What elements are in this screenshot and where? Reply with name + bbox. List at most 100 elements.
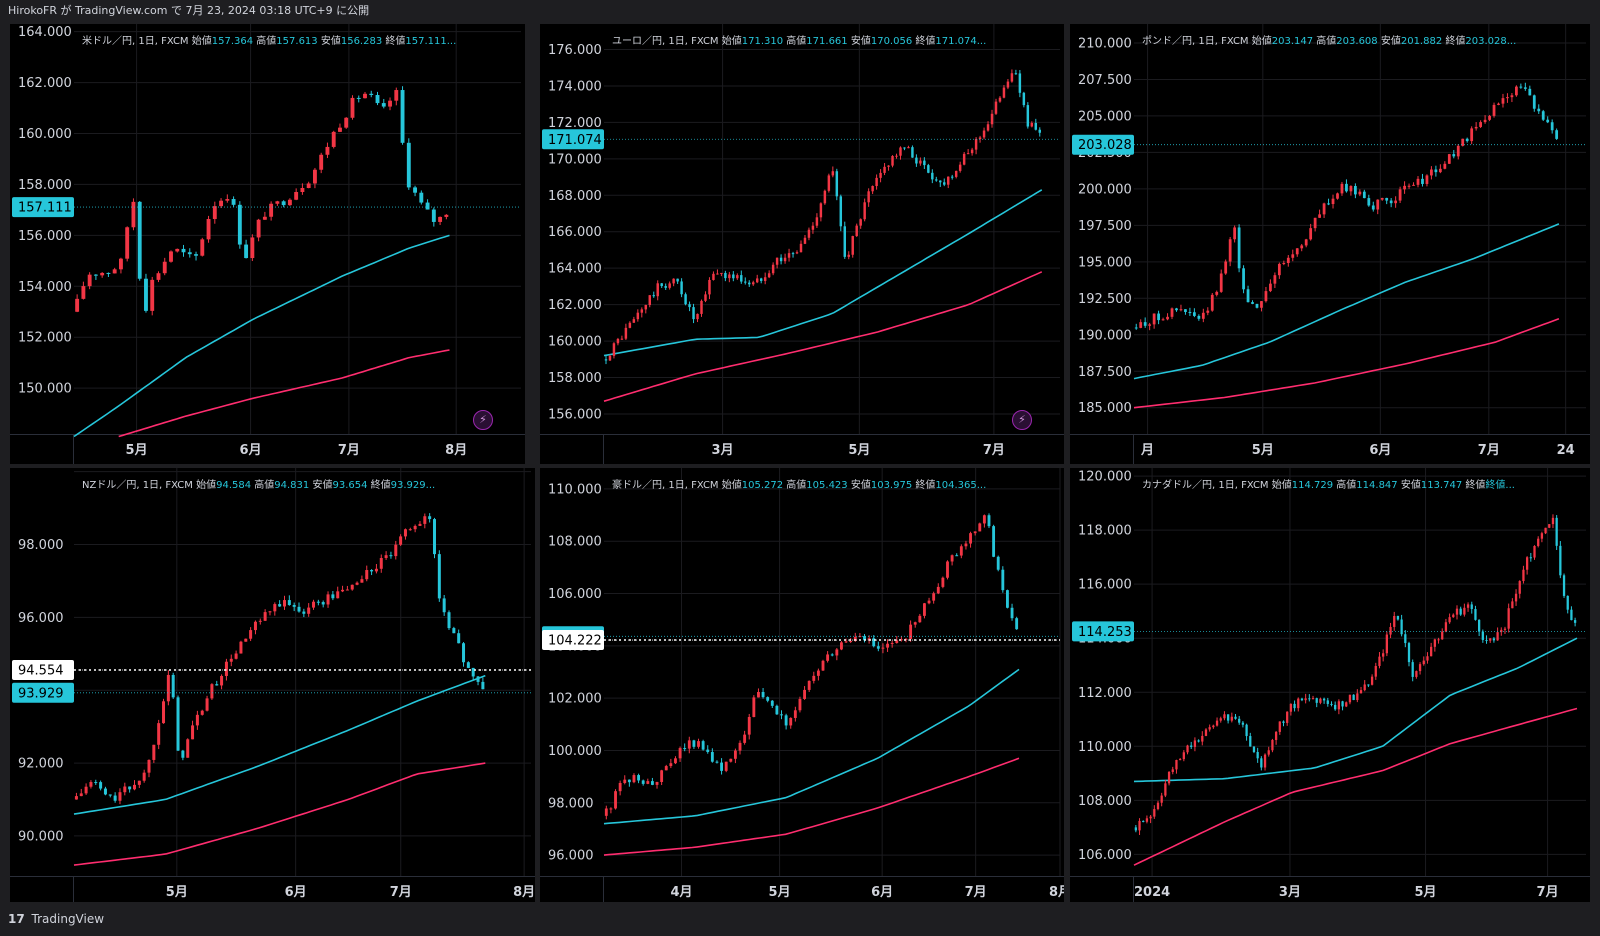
candle[interactable] xyxy=(779,254,783,265)
candle[interactable] xyxy=(1006,79,1010,90)
candle[interactable] xyxy=(1171,766,1174,775)
candle[interactable] xyxy=(1362,189,1366,199)
candle[interactable] xyxy=(1311,695,1315,700)
candle[interactable] xyxy=(1238,715,1241,725)
candle[interactable] xyxy=(1190,741,1193,750)
candle[interactable] xyxy=(379,554,383,573)
candle[interactable] xyxy=(895,153,898,159)
candle[interactable] xyxy=(1573,617,1577,627)
candle[interactable] xyxy=(660,283,663,289)
candle[interactable] xyxy=(1018,70,1022,98)
candle[interactable] xyxy=(620,335,624,340)
candle[interactable] xyxy=(381,98,386,109)
candle[interactable] xyxy=(1308,694,1311,702)
candle[interactable] xyxy=(1470,601,1473,614)
candle[interactable] xyxy=(147,759,151,778)
candle[interactable] xyxy=(973,531,977,536)
candle[interactable] xyxy=(1336,192,1339,200)
candle[interactable] xyxy=(913,621,917,628)
candle[interactable] xyxy=(1269,279,1272,293)
candle[interactable] xyxy=(1291,249,1295,262)
candle[interactable] xyxy=(169,250,173,263)
candle[interactable] xyxy=(867,188,870,207)
candle[interactable] xyxy=(672,278,675,287)
candle[interactable] xyxy=(1374,662,1377,680)
candle[interactable] xyxy=(644,304,648,314)
candle[interactable] xyxy=(982,127,986,140)
chart-svg-cadjpy[interactable]: 106.000108.000110.000112.000114.000116.0… xyxy=(1070,468,1590,906)
candle[interactable] xyxy=(150,276,155,316)
candle[interactable] xyxy=(210,683,214,700)
candle[interactable] xyxy=(319,152,324,174)
candle[interactable] xyxy=(632,773,636,784)
candle[interactable] xyxy=(399,534,403,547)
candle[interactable] xyxy=(883,163,886,176)
candle[interactable] xyxy=(1385,197,1389,205)
candle[interactable] xyxy=(1030,121,1034,128)
candle[interactable] xyxy=(438,216,443,226)
candle[interactable] xyxy=(1548,524,1551,529)
candle[interactable] xyxy=(859,218,862,229)
candle[interactable] xyxy=(1501,93,1505,108)
candle[interactable] xyxy=(1367,684,1370,688)
candle[interactable] xyxy=(720,758,724,775)
candle[interactable] xyxy=(927,163,930,174)
candle[interactable] xyxy=(656,280,659,301)
candle[interactable] xyxy=(1252,746,1256,754)
candle[interactable] xyxy=(1555,515,1558,551)
candle[interactable] xyxy=(1541,109,1545,122)
candle[interactable] xyxy=(1026,102,1030,129)
candle[interactable] xyxy=(903,147,906,151)
candle[interactable] xyxy=(1415,670,1418,679)
candle[interactable] xyxy=(1138,818,1141,836)
candle[interactable] xyxy=(292,602,296,612)
candle[interactable] xyxy=(710,748,714,763)
candle[interactable] xyxy=(1443,161,1447,170)
candle[interactable] xyxy=(1562,573,1566,598)
candle[interactable] xyxy=(1038,127,1042,137)
candle[interactable] xyxy=(1349,185,1353,196)
candle[interactable] xyxy=(1313,217,1317,232)
candle[interactable] xyxy=(229,654,233,667)
candle[interactable] xyxy=(1477,619,1481,637)
candle[interactable] xyxy=(418,521,422,526)
candle[interactable] xyxy=(669,758,673,769)
candle[interactable] xyxy=(263,609,267,622)
chart-panel-eurjpy[interactable]: 156.000 158.000 160.000 162.000 164.000 166.0… xyxy=(540,24,1064,464)
candle[interactable] xyxy=(1300,243,1304,252)
candle[interactable] xyxy=(162,698,166,724)
candle[interactable] xyxy=(1002,85,1006,99)
candle[interactable] xyxy=(273,602,277,616)
candle[interactable] xyxy=(1459,606,1462,616)
candle[interactable] xyxy=(807,680,811,692)
candle[interactable] xyxy=(1488,114,1491,122)
candle[interactable] xyxy=(1142,820,1145,823)
chart-panel-audjpy[interactable]: 96.00098.000100.000102.000104.000106.000… xyxy=(540,468,1064,906)
candle[interactable] xyxy=(775,257,779,269)
candle[interactable] xyxy=(935,176,938,182)
candle[interactable] xyxy=(350,95,355,120)
candle[interactable] xyxy=(1566,595,1569,614)
candle[interactable] xyxy=(326,591,330,608)
candle[interactable] xyxy=(831,166,835,178)
candle[interactable] xyxy=(457,629,461,644)
candle[interactable] xyxy=(618,780,622,796)
candle[interactable] xyxy=(175,248,180,253)
candle[interactable] xyxy=(1289,703,1293,716)
candle[interactable] xyxy=(851,235,854,258)
candle[interactable] xyxy=(1201,308,1205,323)
candle[interactable] xyxy=(899,636,903,642)
candle[interactable] xyxy=(863,634,866,643)
candle[interactable] xyxy=(740,270,743,284)
candle[interactable] xyxy=(312,167,317,189)
candle[interactable] xyxy=(959,544,963,559)
candle[interactable] xyxy=(732,271,735,282)
candle[interactable] xyxy=(1519,83,1523,89)
candle[interactable] xyxy=(843,221,847,259)
candle[interactable] xyxy=(819,202,823,222)
candle[interactable] xyxy=(237,201,242,249)
candle[interactable] xyxy=(636,309,640,322)
candle[interactable] xyxy=(827,173,831,193)
candle[interactable] xyxy=(1470,126,1474,145)
candle[interactable] xyxy=(646,778,650,785)
